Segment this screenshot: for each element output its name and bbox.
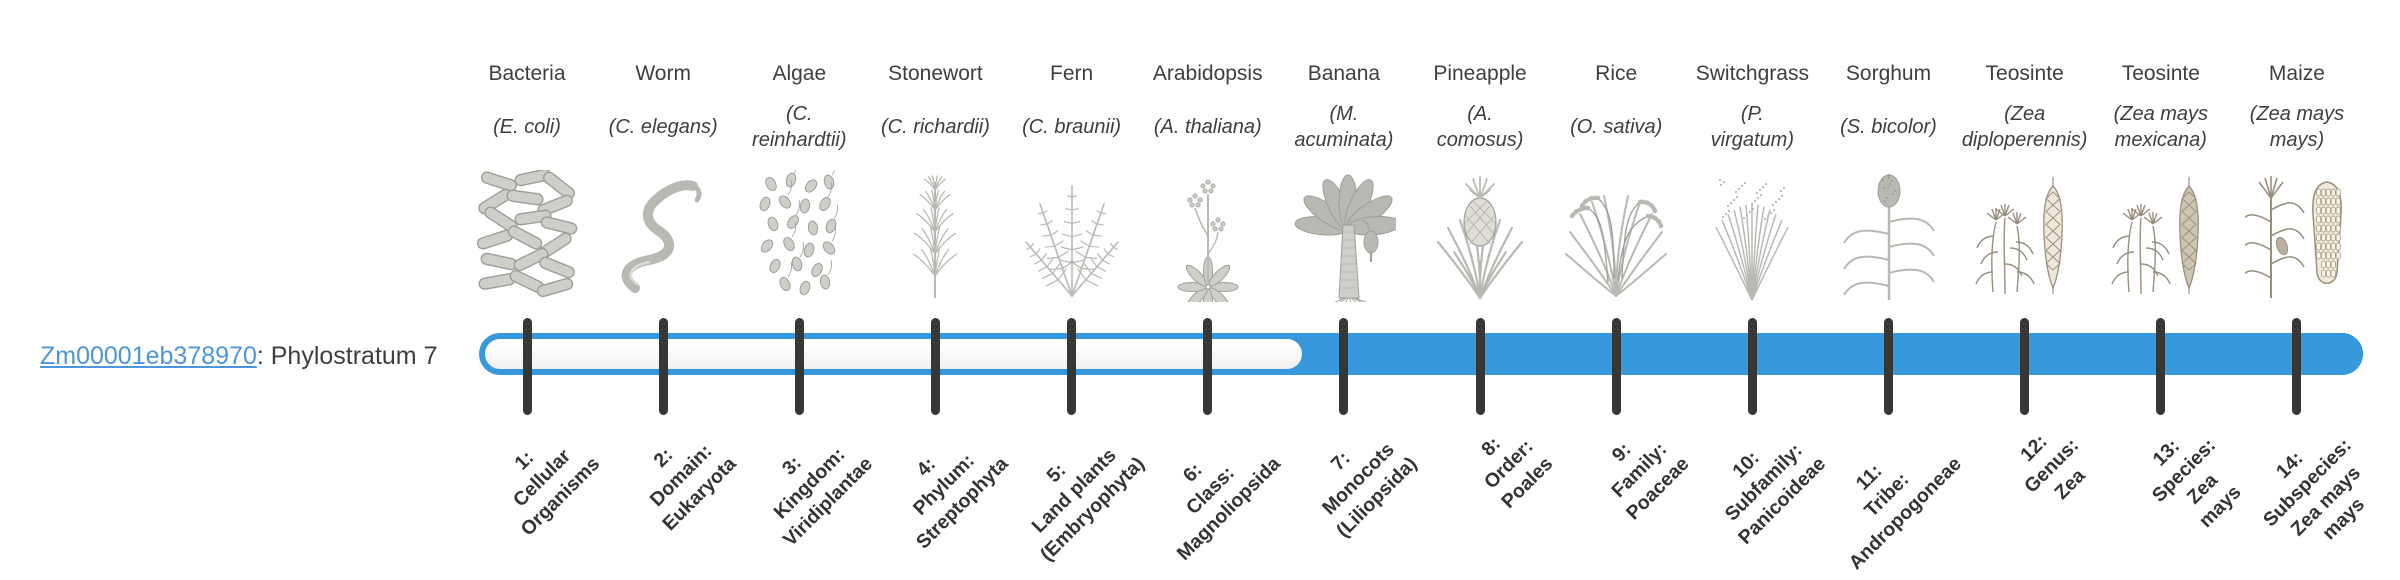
worm-icon [621,180,702,293]
teosinte-diploperennis-icon [1974,177,2063,295]
stratum-tick-mark [1475,318,1485,415]
organism-illustration [583,168,743,302]
organism-scientific-name: (S. bicolor) [1840,116,1937,138]
organism-illustration [855,168,1015,302]
organism-illustration [1536,168,1696,302]
stratum-column: Banana (M. acuminata) 7: Monocots (Lilio… [1264,0,1424,580]
pineapple-icon [1436,176,1524,300]
stratum-tick-mark [1747,318,1757,415]
stonewort-icon [913,175,958,298]
stratum-column: Bacteria (E. coli) 1: Cellular Organisms [447,0,607,580]
organism-illustration [1672,168,1832,302]
organism-scientific-name: (A. thaliana) [1153,116,1262,138]
organism-scientific-name: (M. acuminata) [1294,103,1394,151]
organism-common-name: Switchgrass [1695,62,1809,85]
stratum-column: Maize (Zea mays mays) 14: Subspecies: Ze… [2217,0,2377,580]
stratum-column: Algae (C. reinhardtii) 3: Kingdom: Virid… [719,0,879,580]
organism-illustration [2217,168,2377,302]
organism-scientific-name: (C. reinhardtii) [752,103,847,151]
stratum-column: Pineapple (A. comosus) 8: Order: Poales [1400,0,1560,580]
organism-illustration [1945,168,2105,302]
organism-common-name: Banana [1307,62,1381,85]
stratum-column: Sorghum (S. bicolor) 11: Tribe: Andropog… [1809,0,1969,580]
timeline-bar-empty-segment [485,339,1302,369]
stratum-column: Rice (O. sativa) 9: Family: Poaceae [1536,0,1696,580]
stratum-tick-mark [1884,318,1893,415]
timeline-bar-outline [479,333,2363,375]
organism-illustration [1400,168,1560,302]
organism-common-name: Bacteria [488,62,566,85]
sorghum-icon [1842,174,1935,300]
organism-scientific-name: (E. coli) [493,116,561,138]
stratum-tick-mark [2020,318,2030,415]
gene-phylostratum-text: : Phylostratum 7 [256,342,438,370]
organism-illustration [1264,168,1424,302]
stratum-tick-mark [2156,318,2166,415]
organism-scientific-name: (O. sativa) [1570,116,1663,138]
organism-illustration [719,168,879,302]
organism-illustration [2081,168,2241,302]
stratum-column: Teosinte (Zea diploperennis) 12: Genus: … [1945,0,2105,580]
stratum-column: Fern (C. braunii) 5: Land plants (Embryo… [992,0,1152,580]
stratum-tick-mark [1339,318,1349,415]
organism-illustration [992,168,1152,302]
organism-common-name: Teosinte [1985,62,2064,85]
organism-common-name: Maize [2268,62,2325,85]
organism-illustration [1128,168,1288,302]
fern-icon [1024,185,1119,297]
organism-scientific-name: (C. richardii) [880,116,990,138]
stratum-column: Switchgrass (P. virgatum) 10: Subfamily:… [1672,0,1832,580]
organism-illustration [1809,168,1969,302]
organism-scientific-name: (Zea mays mays) [2249,103,2345,151]
rice-icon [1565,195,1668,297]
stratum-column: Worm (C. elegans) 2: Domain: Eukaryota [583,0,743,580]
organism-common-name: Algae [772,62,827,85]
stratum-tick-mark [522,318,532,415]
gene-link[interactable]: Zm00001eb378970 [40,342,257,370]
algae-icon [759,170,839,296]
stratum-tick-mark [1203,318,1213,415]
stratum-tick-mark [2292,318,2302,415]
stratum-column: Arabidopsis (A. thaliana) 6: Class: Magn… [1128,0,1288,580]
organism-scientific-name: (C. elegans) [608,116,718,138]
organism-common-name: Rice [1595,62,1638,85]
stratum-tick-mark [1611,318,1621,415]
organism-common-name: Worm [635,62,691,85]
stratum-rank-label: 11: Tribe: Andropogoneae [1844,452,1966,574]
gene-label: Zm00001eb378970: Phylostratum 7 [40,342,438,371]
organism-illustration [447,168,607,302]
organism-scientific-name: (C. braunii) [1022,116,1122,138]
organism-scientific-name: (Zea diploperennis) [1961,103,2088,151]
organism-common-name: Sorghum [1845,62,1932,85]
teosinte-mexicana-icon [2111,177,2199,295]
organism-scientific-name: (P. virgatum) [1710,103,1795,151]
stratum-tick-mark [658,318,668,415]
timeline-bar-filled-segment [1258,333,2363,375]
stratum-column: Stonewort (C. richardii) 4: Phylum: Stre… [855,0,1015,580]
organism-scientific-name: (A. comosus) [1436,103,1524,151]
switchgrass-icon [1715,178,1790,301]
bacteria-icon [476,170,578,298]
organism-common-name: Pineapple [1433,62,1527,85]
banana-icon [1294,174,1396,302]
organism-common-name: Stonewort [888,62,983,85]
stratum-tick-mark [1067,318,1077,415]
organism-common-name: Arabidopsis [1152,62,1263,85]
maize-icon [2244,176,2342,298]
stratum-tick-mark [794,318,804,415]
stratum-column: Teosinte (Zea mays mexicana) 13: Species… [2081,0,2245,580]
stratum-rank-label: 14: Subspecies: Zea mays mays [2259,434,2369,545]
organism-scientific-name: (Zea mays mexicana) [2113,103,2209,151]
stratum-tick-mark [930,318,940,415]
organism-common-name: Teosinte [2121,62,2200,85]
arabidopsis-icon [1177,179,1239,302]
organism-common-name: Fern [1050,62,1094,85]
